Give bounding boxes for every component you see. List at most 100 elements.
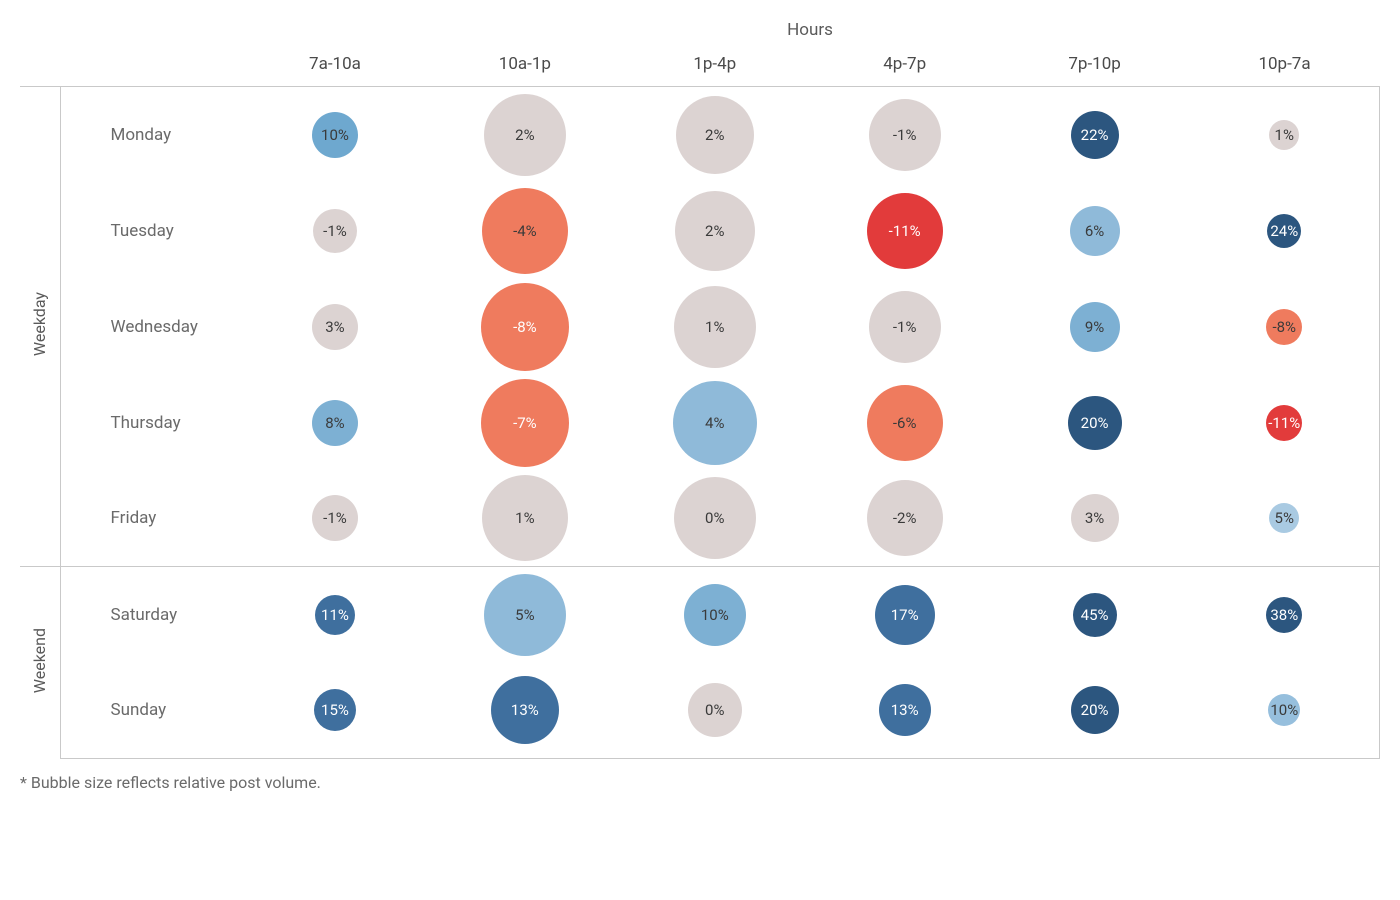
bubble-cell: 17% [810,567,1000,663]
corner-cell [60,46,240,87]
bubble-grid-table: 7a-10a 10a-1p 1p-4p 4p-7p 7p-10p 10p-7a … [20,46,1380,759]
bubble: 10% [1268,694,1300,726]
bubble: -1% [869,291,941,363]
day-row: Wednesday 3% -8% 1% -1% 9% -8% [20,279,1380,375]
bubble-cell: 1% [620,279,810,375]
bubble: 2% [676,96,754,174]
bubble: 3% [312,304,358,350]
bubble-cell: 9% [1000,279,1190,375]
bubble-cell: -11% [810,183,1000,279]
bubble-cell: -7% [430,375,620,471]
bubble-cell: 10% [1190,663,1380,759]
bubble: 10% [312,112,358,158]
bubble: 24% [1267,214,1301,248]
bubble-cell: 2% [620,183,810,279]
bubble-cell: 8% [240,375,430,471]
day-row: Thursday 8% -7% 4% -6% 20% -11% [20,375,1380,471]
day-label: Wednesday [60,279,240,375]
row-group-label: Weekend [20,567,60,759]
bubble: 38% [1266,597,1302,633]
bubble: 10% [684,584,746,646]
row-group-label: Weekday [20,87,60,567]
bubble-cell: -8% [430,279,620,375]
bubble: -1% [869,99,941,171]
chart-footnote: * Bubble size reflects relative post vol… [20,773,1380,792]
hour-column-header: 1p-4p [620,46,810,87]
day-label: Monday [60,87,240,183]
bubble: 1% [674,286,756,368]
bubble: -8% [1266,309,1302,345]
bubble-cell: -6% [810,375,1000,471]
bubble: 1% [1269,120,1299,150]
day-row: WeekendSaturday11%5%10%17%45%38% [20,567,1380,663]
day-label: Sunday [60,663,240,759]
bubble: 13% [879,684,931,736]
bubble: 5% [1269,503,1299,533]
bubble-cell: 0% [620,663,810,759]
bubble-cell: 10% [620,567,810,663]
bubble: 0% [688,683,742,737]
hour-column-header: 4p-7p [810,46,1000,87]
bubble-cell: 20% [1000,375,1190,471]
header-row: 7a-10a 10a-1p 1p-4p 4p-7p 7p-10p 10p-7a [20,46,1380,87]
hour-column-header: 7p-10p [1000,46,1190,87]
hour-column-header: 10a-1p [430,46,620,87]
bubble-cell: 45% [1000,567,1190,663]
bubble: 13% [491,676,559,744]
bubble-cell: -1% [810,87,1000,183]
bubble-cell: 0% [620,471,810,567]
bubble-cell: 38% [1190,567,1380,663]
day-row: Friday-1%1%0%-2%3%5% [20,471,1380,567]
bubble-cell: -1% [240,183,430,279]
bubble: 9% [1070,302,1120,352]
bubble: 22% [1071,111,1119,159]
day-row: Sunday15%13%0%13%20%10% [20,663,1380,759]
bubble: -11% [1266,405,1302,441]
day-label: Friday [60,471,240,567]
bubble: -2% [867,480,943,556]
bubble: -1% [313,209,357,253]
bubble: 15% [314,689,356,731]
bubble: 11% [315,595,355,635]
bubble: 45% [1073,593,1117,637]
bubble: 2% [484,94,566,176]
bubble: 8% [312,400,358,446]
bubble-cell: -4% [430,183,620,279]
day-label: Saturday [60,567,240,663]
bubble: 1% [482,475,568,561]
bubble: -11% [867,193,943,269]
bubble-cell: 24% [1190,183,1380,279]
bubble-cell: -11% [1190,375,1380,471]
bubble: -1% [312,495,358,541]
bubble: 5% [484,574,566,656]
bubble-cell: 5% [1190,471,1380,567]
bubble-cell: 6% [1000,183,1190,279]
bubble-cell: 5% [430,567,620,663]
bubble-cell: 13% [810,663,1000,759]
bubble-cell: 10% [240,87,430,183]
bubble-cell: 2% [430,87,620,183]
bubble: -7% [481,379,569,467]
bubble-cell: 2% [620,87,810,183]
bubble-cell: 11% [240,567,430,663]
bubble: 2% [675,191,755,271]
day-row: Tuesday -1% -4% 2% -11% 6% 24% [20,183,1380,279]
columns-axis-title: Hours [20,20,1380,40]
bubble-cell: 15% [240,663,430,759]
bubble-cell: 1% [430,471,620,567]
day-label: Thursday [60,375,240,471]
hour-column-header: 7a-10a [240,46,430,87]
day-label: Tuesday [60,183,240,279]
bubble-heatmap-chart: Hours 7a-10a 10a-1p 1p-4p 4p-7p 7p-10p 1… [20,20,1380,792]
bubble: -6% [867,385,943,461]
bubble-cell: 13% [430,663,620,759]
bubble-cell: -8% [1190,279,1380,375]
corner-cell [20,46,60,87]
bubble: -4% [482,188,568,274]
bubble-cell: -1% [240,471,430,567]
bubble-cell: -1% [810,279,1000,375]
bubble: 20% [1068,396,1122,450]
bubble-cell: -2% [810,471,1000,567]
bubble-cell: 4% [620,375,810,471]
row-group-label-text: Weekend [30,628,49,693]
